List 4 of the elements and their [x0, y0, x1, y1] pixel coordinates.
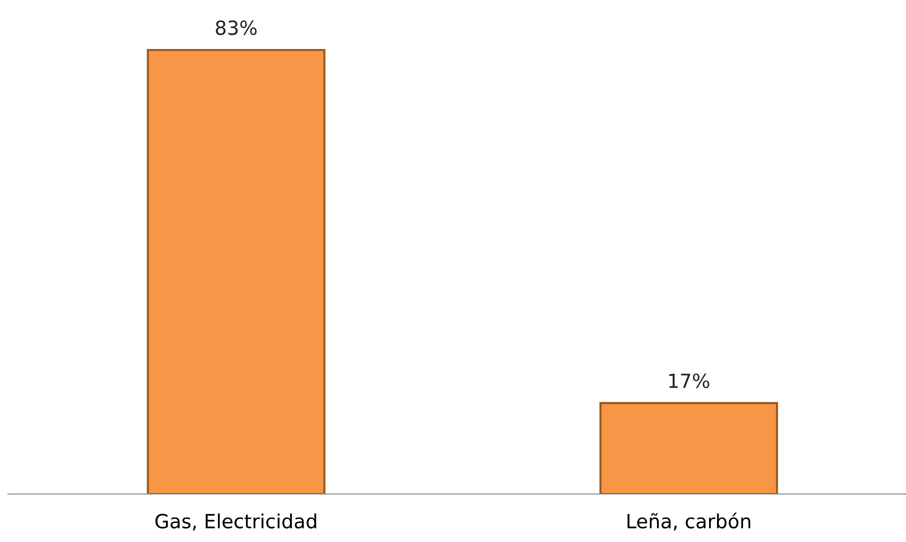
x-tick-label: Gas, Electricidad — [155, 513, 316, 530]
data-label: 83% — [216, 20, 257, 36]
x-tick-label: Leña, carbón — [628, 512, 750, 530]
data-label: 17% — [669, 373, 710, 388]
